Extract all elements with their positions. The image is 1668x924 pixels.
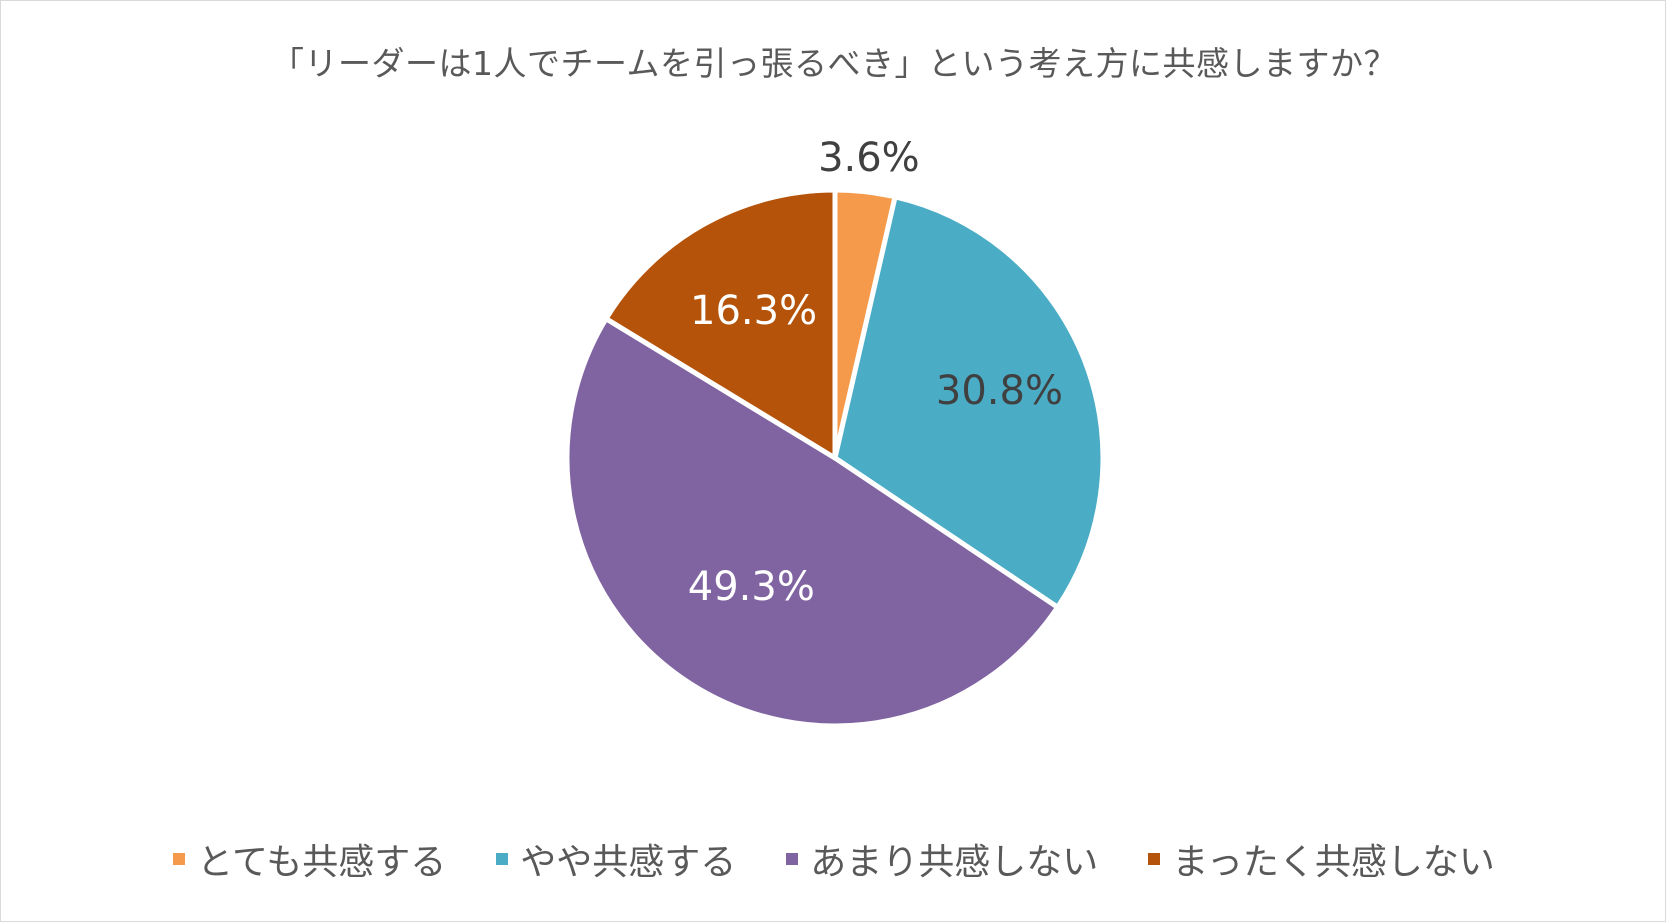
legend-label-3: まったく共感しない [1172, 842, 1495, 883]
legend-swatch-1 [496, 853, 509, 865]
legend-swatch-2 [786, 853, 799, 865]
legend-item-1: やや共感する [496, 833, 736, 885]
legend-label-0: とても共感する [197, 842, 447, 883]
legend-swatch-0 [173, 853, 186, 865]
slice-not-at-all-agree [603, 187, 838, 461]
chart-title: 「リーダーは1人でチームを引っ張るべき」という考え方に共感しますか？ [270, 44, 1397, 83]
data-label-0: 3.6% [818, 135, 920, 181]
legend-swatch-3 [1148, 853, 1161, 865]
legend-label-1: やや共感する [520, 842, 737, 883]
data-label-3: 16.3% [690, 288, 817, 334]
legend-label-2: あまり共感しない [810, 842, 1099, 883]
legend-item-0: とても共感する [173, 833, 446, 885]
data-label-2: 49.3% [688, 564, 815, 610]
slice-somewhat-agree [832, 194, 1106, 610]
data-label-1: 30.8% [936, 368, 1063, 414]
legend-item-3: まったく共感しない [1148, 833, 1495, 885]
legend-item-2: あまり共感しない [786, 833, 1098, 885]
legend: とても共感する やや共感する あまり共感しない まったく共感しない [1, 833, 1667, 885]
slice-not-really-agree [564, 316, 1061, 729]
